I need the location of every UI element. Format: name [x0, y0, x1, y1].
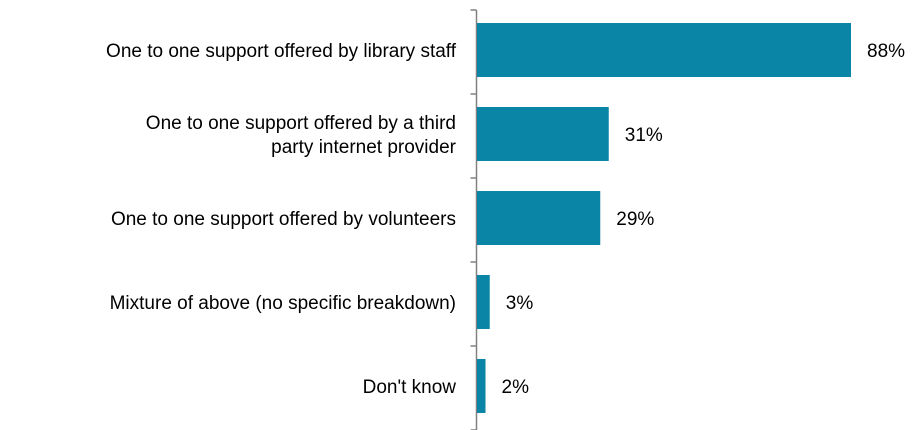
category-label-line: One to one support offered by library st… — [106, 41, 457, 62]
category-label-1: One to one support offered by library st… — [106, 41, 457, 62]
value-label-3: 29% — [616, 209, 654, 230]
category-label-line: One to one support offered by volunteers — [111, 209, 456, 230]
value-label-4: 3% — [506, 293, 534, 314]
value-label-5: 2% — [502, 377, 530, 398]
value-label-1: 88% — [867, 41, 905, 62]
category-label-5: Don't know — [363, 377, 457, 398]
category-label-4: Mixture of above (no specific breakdown) — [110, 293, 456, 314]
category-label-line: party internet provider — [271, 137, 456, 158]
bar-4 — [477, 275, 490, 329]
category-label-3: One to one support offered by volunteers — [111, 209, 456, 230]
bar-3 — [477, 191, 601, 245]
category-label-line: One to one support offered by a third — [146, 113, 456, 134]
value-label-2: 31% — [625, 125, 663, 146]
category-label-2: One to one support offered by a third par… — [146, 113, 457, 158]
category-label-line: Don't know — [363, 377, 457, 398]
bar-1 — [477, 23, 851, 77]
bar-2 — [477, 107, 609, 161]
bar-5 — [477, 359, 486, 413]
category-label-line: Mixture of above (no specific breakdown) — [110, 293, 456, 314]
